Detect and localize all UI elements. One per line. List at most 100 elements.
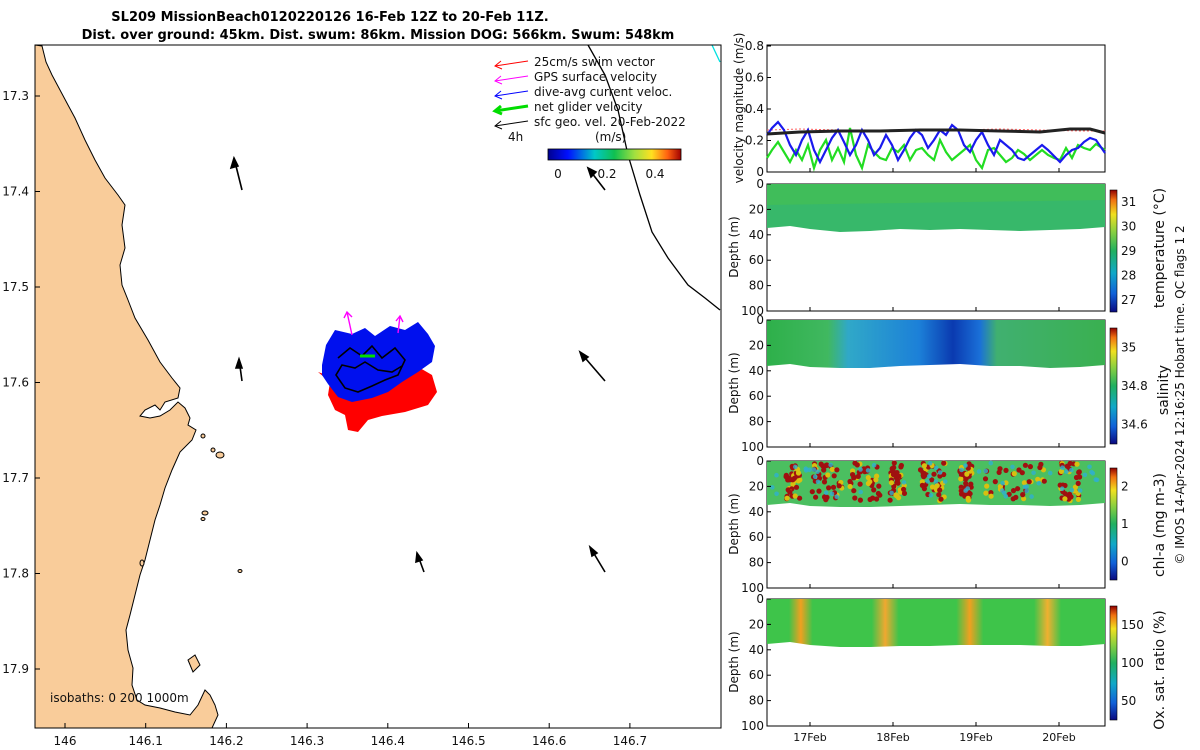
island <box>210 447 216 453</box>
chla-speck <box>925 479 930 484</box>
depth-tick-label: 20 <box>749 202 764 216</box>
depth-tick-label: 60 <box>749 668 764 682</box>
chla-speck <box>1089 469 1094 475</box>
chla-speck <box>1013 494 1019 500</box>
legend-item-swim: 25cm/s swim vector <box>494 55 655 70</box>
chla-speck <box>821 494 828 500</box>
chla-speck <box>795 478 802 484</box>
salinity-colorbar <box>1109 327 1118 445</box>
figure-title: SL209 MissionBeach0120220126 16-Feb 12Z … <box>111 10 548 25</box>
chla-label: chl-a (mg m-3) <box>1152 473 1168 577</box>
chla-speck <box>852 460 858 466</box>
chla-speck <box>889 490 894 496</box>
chla-speck <box>1027 464 1033 470</box>
depth-tick-label: 80 <box>749 556 764 570</box>
chla-speck <box>858 489 863 495</box>
depth-tick-label: 0 <box>756 177 764 191</box>
chla-speck <box>1031 470 1036 476</box>
chla-speck <box>1019 470 1025 476</box>
salinity-label: salinity <box>1156 365 1172 415</box>
sfc-geo-velocity-line <box>766 127 1106 136</box>
depth-tick-label: 100 <box>741 719 764 733</box>
velocity-ylabel: velocity magnitude (m/s) <box>732 33 746 184</box>
depth-tick-label: 60 <box>749 389 764 403</box>
chla-speck <box>809 489 815 495</box>
map-xtick-label: 146.4 <box>371 734 405 748</box>
map-xtick-label: 146.6 <box>532 734 566 748</box>
isobath-1000m <box>587 44 721 311</box>
chla-speck <box>858 467 863 472</box>
velocity-ytick-label: 0.2 <box>745 134 764 148</box>
velocity-ytick-label: 0.8 <box>745 39 764 53</box>
chla-speck <box>1037 464 1043 471</box>
chla-speck <box>785 487 791 493</box>
chla-speck <box>1035 476 1041 482</box>
chla-speck <box>1076 469 1082 475</box>
legend-label: dive-avg current veloc. <box>534 85 672 99</box>
chla-speck <box>937 473 943 479</box>
chla-speck <box>836 483 842 489</box>
chla-speck <box>963 463 968 468</box>
chla-speck <box>958 488 964 494</box>
chla-speck <box>834 494 840 500</box>
chla-speck <box>988 460 994 466</box>
chla-panel: chl-a (mg m-3) <box>766 460 1168 589</box>
chla-speck <box>826 485 832 491</box>
chla-speck <box>966 461 972 467</box>
chla-speck <box>891 460 897 466</box>
colorbar-tick-label: 50 <box>1121 694 1136 708</box>
chla-speck <box>797 495 803 501</box>
map-panel: 25cm/s swim vector GPS surface velocity … <box>2 44 722 748</box>
legend-item-net: net glider velocity <box>492 100 642 116</box>
time-tick-label: 18Feb <box>876 731 909 744</box>
map-ytick-label: 17.7 <box>2 471 29 485</box>
chla-speck <box>1094 477 1100 483</box>
chla-speck <box>1029 494 1034 499</box>
depth-tick-label: 100 <box>741 581 764 595</box>
speed-colorbar <box>547 148 682 161</box>
chla-colorbar <box>1109 467 1118 581</box>
colorbar-tick: 0.2 <box>597 167 616 181</box>
chla-speck <box>857 481 863 487</box>
legend-arrowhead <box>494 75 503 85</box>
salinity-panel: salinity <box>766 319 1172 448</box>
chla-speck <box>1064 469 1069 474</box>
depth-tick-label: 20 <box>749 338 764 352</box>
depth-ylabel: Depth (m) <box>727 631 741 692</box>
chla-speck <box>919 482 926 488</box>
time-tick-label: 19Feb <box>959 731 992 744</box>
current-vectors-blue <box>322 322 435 402</box>
gps-vector <box>397 315 401 334</box>
colorbar-tick-label: 31 <box>1121 195 1136 209</box>
colorbar-tick: 0 <box>554 167 562 181</box>
chla-speck <box>1000 488 1005 493</box>
legend-label: GPS surface velocity <box>534 70 657 84</box>
chla-speck <box>1024 488 1029 494</box>
chla-speck <box>887 497 893 503</box>
chla-speck <box>829 491 835 497</box>
oxygen-section <box>767 599 1105 647</box>
colorbar-tick-label: 1 <box>1121 517 1129 531</box>
island <box>237 569 243 573</box>
arrow-head <box>586 166 598 179</box>
chla-speck <box>1003 467 1009 473</box>
map-ytick-label: 17.3 <box>2 89 29 103</box>
arrow-head <box>234 356 244 369</box>
chla-speck <box>888 480 895 486</box>
chla-speck <box>876 483 882 489</box>
oxygen-colorbar <box>1109 605 1118 721</box>
legend-item-gps: GPS surface velocity <box>494 70 657 85</box>
imos-footer: © IMOS 14-Apr-2024 12:16:25 Hobart time.… <box>1173 225 1187 564</box>
chla-speck <box>1015 486 1021 492</box>
map-ytick-label: 17.5 <box>2 280 29 294</box>
chla-speck <box>983 468 989 474</box>
chla-speck <box>821 467 827 473</box>
depth-tick-label: 80 <box>749 279 764 293</box>
depth-tick-label: 40 <box>749 643 764 657</box>
colorbar-tick-label: 34.6 <box>1121 418 1148 432</box>
chla-speck <box>850 472 856 478</box>
cyan-vector <box>711 44 721 63</box>
temperature-colorbar <box>1109 189 1118 313</box>
chla-speck <box>1010 488 1017 494</box>
velocity-yaxis: 0 0.2 0.4 0.6 0.8 <box>745 39 771 179</box>
